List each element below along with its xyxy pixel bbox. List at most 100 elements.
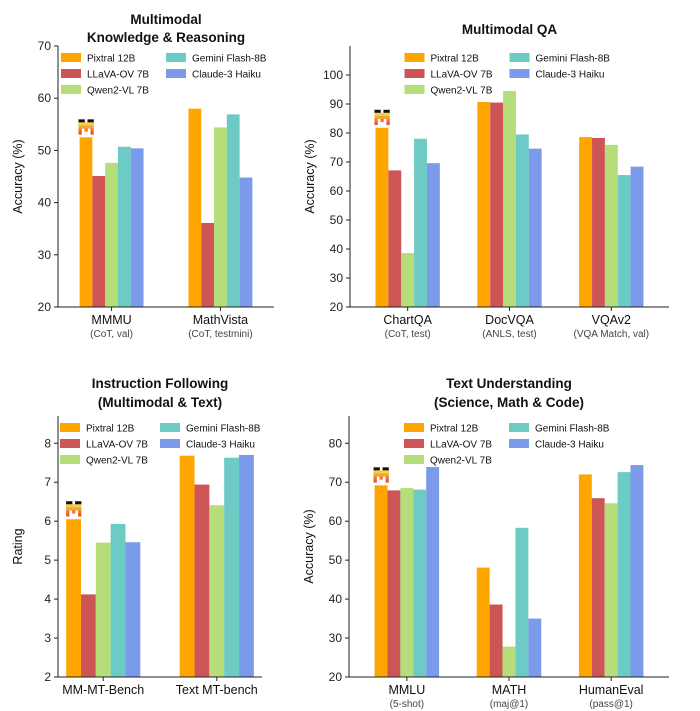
bar: [374, 485, 388, 677]
y-tick-label: 70: [38, 39, 52, 53]
legend-swatch: [509, 423, 529, 432]
y-tick-label: 40: [38, 196, 52, 210]
bar: [79, 137, 93, 307]
y-tick-label: 20: [329, 670, 343, 684]
bar: [224, 457, 240, 677]
legend-label: Claude-3 Haiku: [536, 70, 605, 81]
legend: Pixtral 12B LLaVA-OV 7B Qwen2-VL 7B Gemini …: [404, 423, 610, 467]
bar: [515, 134, 529, 307]
bar: [604, 503, 618, 677]
bar: [528, 618, 542, 677]
bar: [617, 472, 631, 677]
bar: [401, 253, 415, 307]
y-tick-label: 20: [330, 300, 344, 314]
bar: [400, 488, 414, 677]
y-tick-label: 100: [323, 68, 343, 82]
chart-panel-1: Multimodal Knowledge & Reasoning 20 30 40 50 6…: [11, 12, 274, 340]
chart-title: Instruction Following (Multimodal & Text): [92, 376, 228, 410]
chart-title: Multimodal QA: [462, 22, 557, 37]
bar: [502, 646, 516, 677]
x-tick-sublabel: (CoT, val): [90, 329, 133, 340]
y-tick-label: 60: [38, 91, 52, 105]
chart-title: Multimodal Knowledge & Reasoning: [87, 12, 245, 45]
bar: [105, 162, 118, 307]
bar: [414, 138, 427, 307]
x-tick-label: HumanEval: [579, 683, 644, 697]
legend-label: Pixtral 12B: [431, 54, 480, 65]
y-tick-label: 4: [44, 592, 51, 606]
legend-swatch: [404, 53, 425, 62]
y-tick-label: 50: [38, 143, 52, 157]
legend-label: Qwen2-VL 7B: [87, 86, 149, 97]
y-tick-label: 40: [329, 592, 343, 606]
legend-label: Pixtral 12B: [87, 54, 136, 65]
y-tick-label: 3: [44, 631, 51, 645]
x-tick-sublabel: (CoT, test): [385, 329, 431, 340]
legend-label: Gemini Flash-8B: [536, 54, 611, 65]
bar: [617, 175, 631, 307]
bar: [110, 523, 126, 677]
legend-swatch: [404, 455, 424, 464]
bar: [503, 90, 516, 307]
y-tick-label: 70: [330, 155, 344, 169]
legend-swatch: [509, 439, 529, 448]
y-tick-label: 6: [44, 514, 51, 528]
legend-swatch: [61, 85, 81, 94]
bar: [591, 498, 605, 677]
y-tick-label: 30: [38, 248, 52, 262]
x-tick-label: DocVQA: [485, 313, 534, 327]
legend-swatch: [404, 423, 424, 432]
chart-title-line: Multimodal: [130, 12, 201, 27]
bar: [476, 567, 490, 677]
x-tick-sublabel: (5-shot): [390, 699, 424, 710]
y-tick-label: 70: [329, 475, 343, 489]
x-tick-sublabel: (CoT, testmini): [188, 329, 252, 340]
chart-panel-2: Multimodal QA 20 30 40 50 60 70 80 90 100 Accuracy…: [303, 22, 669, 340]
y-tick-label: 5: [44, 553, 51, 567]
y-tick-label: 60: [329, 514, 343, 528]
chart-title-line: Instruction Following: [92, 376, 228, 391]
legend-label: Pixtral 12B: [430, 424, 479, 435]
bar: [579, 137, 593, 307]
y-tick-label: 60: [330, 184, 344, 198]
legend-swatch: [61, 69, 81, 78]
bar: [630, 166, 644, 307]
bar: [239, 454, 254, 677]
y-tick-label: 80: [329, 436, 343, 450]
bar: [630, 465, 644, 677]
bar: [179, 455, 195, 677]
bar: [201, 222, 215, 307]
y-axis-label: Rating: [11, 528, 25, 564]
x-tick-sublabel: (maj@1): [490, 699, 529, 710]
bar: [490, 102, 504, 307]
bar: [226, 114, 240, 307]
legend-swatch: [60, 455, 80, 464]
chart-panel-4: Text Understanding (Science, Math & Code)…: [302, 376, 669, 710]
x-tick-label: MM-MT-Bench: [62, 683, 144, 697]
y-tick-label: 80: [330, 126, 344, 140]
legend-label: Claude-3 Haiku: [186, 440, 255, 451]
legend-label: Qwen2-VL 7B: [431, 86, 493, 97]
bar: [604, 144, 618, 307]
chart-title-line: Multimodal QA: [462, 22, 557, 37]
legend-swatch: [60, 423, 80, 432]
bar: [515, 527, 529, 677]
legend-swatch: [404, 85, 425, 94]
legend-label: LLaVA-OV 7B: [430, 440, 492, 451]
legend-label: LLaVA-OV 7B: [86, 440, 148, 451]
legend-label: Gemini Flash-8B: [535, 424, 610, 435]
bar: [117, 146, 131, 307]
legend-label: Qwen2-VL 7B: [430, 456, 492, 467]
legend-swatch: [166, 69, 186, 78]
bar: [489, 604, 503, 677]
legend-swatch: [404, 69, 425, 78]
y-axis-label: Accuracy (%): [302, 509, 316, 583]
legend-label: LLaVA-OV 7B: [87, 70, 149, 81]
bar: [477, 101, 491, 307]
bar: [388, 170, 402, 307]
mistral-logo-icon: [374, 109, 390, 126]
bar: [239, 177, 253, 307]
x-tick-sublabel: (ANLS, test): [482, 329, 536, 340]
x-tick-label: ChartQA: [383, 313, 432, 327]
